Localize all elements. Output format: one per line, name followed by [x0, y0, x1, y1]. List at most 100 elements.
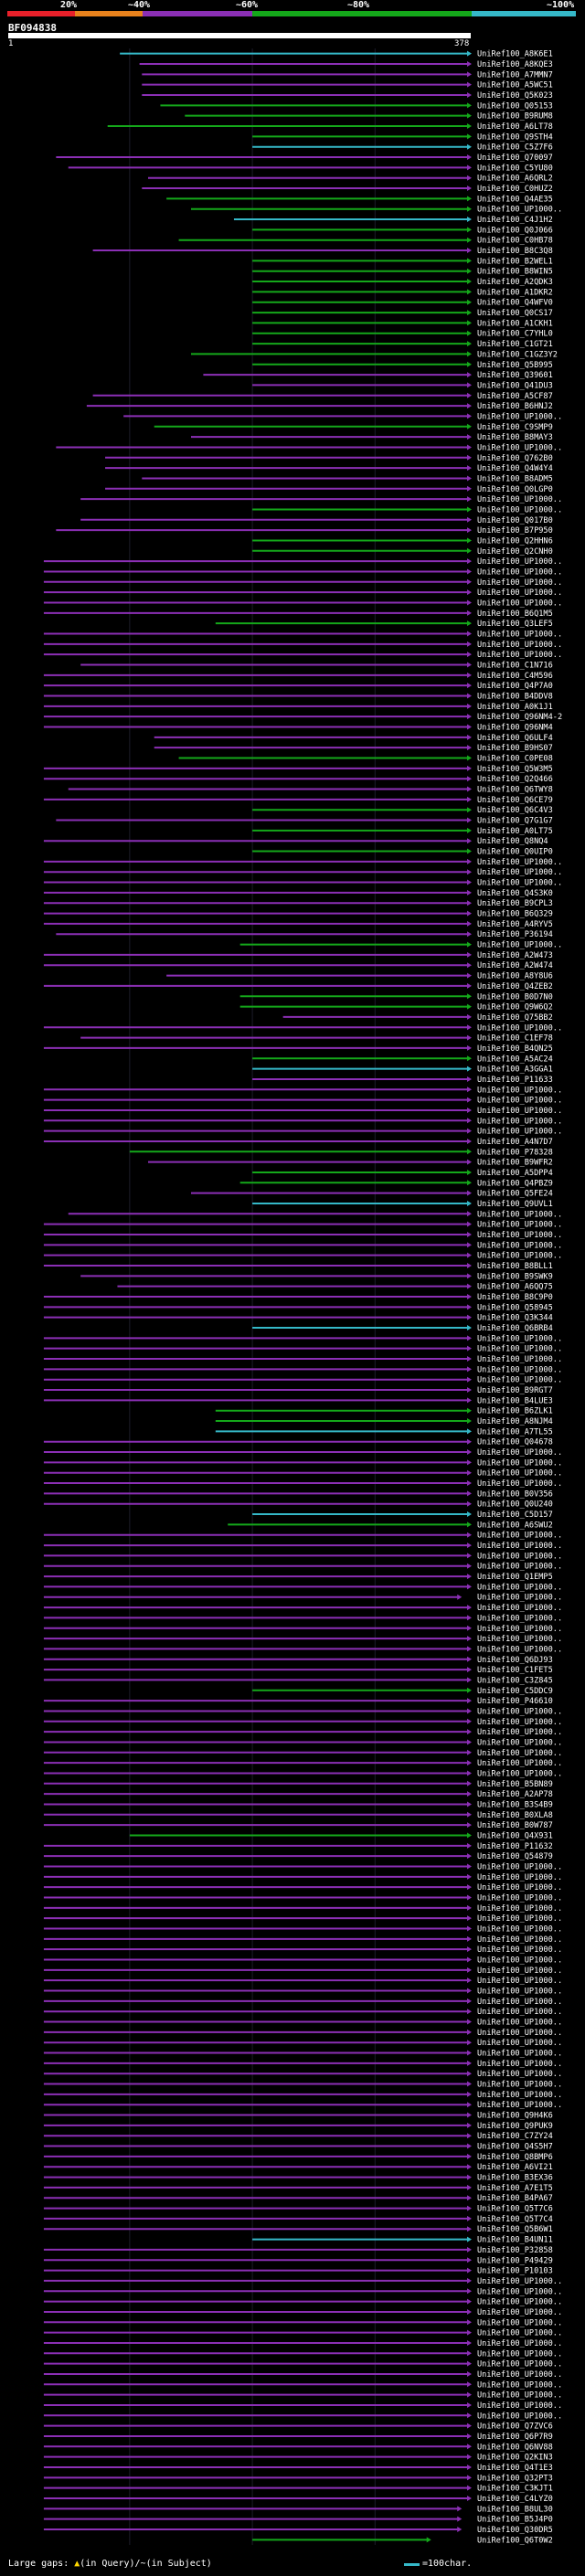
- hit-label[interactable]: UniRef100_Q017B0: [477, 516, 553, 525]
- hit-label[interactable]: UniRef100_Q4X931: [477, 1831, 553, 1840]
- hit-label[interactable]: UniRef100_A0K1J1: [477, 703, 553, 712]
- hit-label[interactable]: UniRef100_C0HB78: [477, 237, 553, 246]
- hit-label[interactable]: UniRef100_UP1000..: [477, 2019, 562, 2028]
- hit-label[interactable]: UniRef100_C4M596: [477, 672, 553, 681]
- hit-label[interactable]: UniRef100_UP1000..: [477, 1563, 562, 1572]
- hit-label[interactable]: UniRef100_UP1000..: [477, 578, 562, 588]
- hit-label[interactable]: UniRef100_UP1000..: [477, 1645, 562, 1654]
- hit-label[interactable]: UniRef100_UP1000..: [477, 1355, 562, 1364]
- hit-label[interactable]: UniRef100_B3S4B9: [477, 1800, 553, 1809]
- hit-label[interactable]: UniRef100_UP1000..: [477, 1345, 562, 1354]
- hit-label[interactable]: UniRef100_UP1000..: [477, 1883, 562, 1892]
- hit-label[interactable]: UniRef100_Q2HHN6: [477, 536, 553, 546]
- hit-label[interactable]: UniRef100_UP1000..: [477, 2412, 562, 2421]
- hit-label[interactable]: UniRef100_UP1000..: [477, 1448, 562, 1458]
- hit-label[interactable]: UniRef100_Q8NQ4: [477, 837, 548, 846]
- hit-label[interactable]: UniRef100_UP1000..: [477, 2029, 562, 2038]
- hit-label[interactable]: UniRef100_UP1000..: [477, 630, 562, 639]
- hit-label[interactable]: UniRef100_Q05153: [477, 101, 553, 111]
- hit-label[interactable]: UniRef100_A2W474: [477, 961, 553, 970]
- hit-label[interactable]: UniRef100_Q6TWY8: [477, 786, 553, 795]
- hit-label[interactable]: UniRef100_UP1000..: [477, 1956, 562, 1966]
- hit-label[interactable]: UniRef100_UP1000..: [477, 2349, 562, 2359]
- hit-label[interactable]: UniRef100_Q5FE24: [477, 1190, 553, 1199]
- hit-label[interactable]: UniRef100_Q4S5H7: [477, 2143, 553, 2152]
- hit-label[interactable]: UniRef100_P46610: [477, 1697, 553, 1706]
- hit-label[interactable]: UniRef100_Q5K023: [477, 91, 553, 101]
- hit-label[interactable]: UniRef100_UP1000..: [477, 1117, 562, 1126]
- hit-label[interactable]: UniRef100_UP1000..: [477, 505, 562, 514]
- hit-label[interactable]: UniRef100_Q6C4V3: [477, 806, 553, 815]
- hit-label[interactable]: UniRef100_A4N7D7: [477, 1138, 553, 1147]
- hit-label[interactable]: UniRef100_P11633: [477, 1076, 553, 1085]
- hit-label[interactable]: UniRef100_B8C3Q8: [477, 247, 553, 256]
- hit-label[interactable]: UniRef100_C1FET5: [477, 1666, 553, 1675]
- hit-label[interactable]: UniRef100_UP1000..: [477, 1458, 562, 1468]
- hit-label[interactable]: UniRef100_C9SMP9: [477, 423, 553, 432]
- hit-label[interactable]: UniRef100_UP1000..: [477, 2050, 562, 2059]
- hit-label[interactable]: UniRef100_B6Q329: [477, 910, 553, 919]
- hit-label[interactable]: UniRef100_A8K6E1: [477, 50, 553, 59]
- hit-label[interactable]: UniRef100_A1CKH1: [477, 319, 553, 328]
- hit-label[interactable]: UniRef100_UP1000..: [477, 879, 562, 888]
- hit-label[interactable]: UniRef100_Q0LGP0: [477, 485, 553, 494]
- hit-label[interactable]: UniRef100_Q70097: [477, 154, 553, 163]
- hit-label[interactable]: UniRef100_Q9W6Q2: [477, 1003, 553, 1012]
- hit-label[interactable]: UniRef100_C7YHL0: [477, 330, 553, 339]
- hit-label[interactable]: UniRef100_UP1000..: [477, 495, 562, 504]
- hit-label[interactable]: UniRef100_B8UL30: [477, 2505, 553, 2514]
- hit-label[interactable]: UniRef100_Q9H4K6: [477, 2112, 553, 2121]
- hit-label[interactable]: UniRef100_Q6P7R9: [477, 2433, 553, 2442]
- hit-label[interactable]: UniRef100_UP1000..: [477, 599, 562, 608]
- hit-label[interactable]: UniRef100_Q75BB2: [477, 1013, 553, 1023]
- hit-label[interactable]: UniRef100_A2QDK3: [477, 278, 553, 287]
- hit-label[interactable]: UniRef100_UP1000..: [477, 941, 562, 950]
- hit-label[interactable]: UniRef100_UP1000..: [477, 1128, 562, 1137]
- hit-label[interactable]: UniRef100_A6QRL2: [477, 175, 553, 184]
- hit-label[interactable]: UniRef100_UP1000..: [477, 2318, 562, 2327]
- hit-label[interactable]: UniRef100_A8NJM4: [477, 1417, 553, 1426]
- hit-label[interactable]: UniRef100_UP1000..: [477, 2298, 562, 2307]
- hit-label[interactable]: UniRef100_C1EF78: [477, 1034, 553, 1044]
- hit-label[interactable]: UniRef100_Q762B0: [477, 454, 553, 463]
- hit-label[interactable]: UniRef100_UP1000..: [477, 1614, 562, 1623]
- hit-label[interactable]: UniRef100_Q4P7A0: [477, 682, 553, 691]
- hit-label[interactable]: UniRef100_Q0UIP0: [477, 848, 553, 857]
- hit-label[interactable]: UniRef100_UP1000..: [477, 557, 562, 567]
- hit-label[interactable]: UniRef100_Q6NV88: [477, 2443, 553, 2452]
- hit-label[interactable]: UniRef100_B4UN11: [477, 2236, 553, 2245]
- hit-label[interactable]: UniRef100_UP1000..: [477, 1469, 562, 1479]
- hit-label[interactable]: UniRef100_P36194: [477, 930, 553, 939]
- hit-label[interactable]: UniRef100_Q9UVL1: [477, 1200, 553, 1209]
- hit-label[interactable]: UniRef100_UP1000..: [477, 1904, 562, 1913]
- hit-label[interactable]: UniRef100_UP1000..: [477, 1583, 562, 1592]
- hit-label[interactable]: UniRef100_B6HNJ2: [477, 402, 553, 411]
- hit-label[interactable]: UniRef100_C5YU80: [477, 164, 553, 173]
- hit-label[interactable]: UniRef100_A8Y8U6: [477, 972, 553, 981]
- hit-label[interactable]: UniRef100_UP1000..: [477, 1738, 562, 1747]
- hit-label[interactable]: UniRef100_B5BN89: [477, 1780, 553, 1789]
- hit-label[interactable]: UniRef100_C0PE08: [477, 755, 553, 764]
- hit-label[interactable]: UniRef100_Q7ZVC6: [477, 2422, 553, 2432]
- hit-label[interactable]: UniRef100_UP1000..: [477, 1749, 562, 1758]
- hit-label[interactable]: UniRef100_UP1000..: [477, 1988, 562, 1997]
- hit-label[interactable]: UniRef100_Q39601: [477, 371, 553, 380]
- hit-label[interactable]: UniRef100_B8MAY3: [477, 433, 553, 442]
- hit-label[interactable]: UniRef100_UP1000..: [477, 1728, 562, 1737]
- hit-label[interactable]: UniRef100_B9HS07: [477, 744, 553, 753]
- hit-label[interactable]: UniRef100_UP1000..: [477, 1241, 562, 1250]
- hit-label[interactable]: UniRef100_UP1000..: [477, 2360, 562, 2369]
- hit-label[interactable]: UniRef100_A5WC51: [477, 81, 553, 90]
- hit-label[interactable]: UniRef100_UP1000..: [477, 2370, 562, 2380]
- hit-label[interactable]: UniRef100_B8ADM5: [477, 474, 553, 483]
- hit-label[interactable]: UniRef100_Q5T7C4: [477, 2215, 553, 2224]
- hit-label[interactable]: UniRef100_UP1000..: [477, 1552, 562, 1561]
- hit-label[interactable]: UniRef100_Q6T0W2: [477, 2536, 553, 2545]
- hit-label[interactable]: UniRef100_UP1000..: [477, 1086, 562, 1095]
- hit-label[interactable]: UniRef100_UP1000..: [477, 1977, 562, 1986]
- hit-label[interactable]: UniRef100_Q2CNH0: [477, 547, 553, 557]
- hit-label[interactable]: UniRef100_UP1000..: [477, 2081, 562, 2090]
- hit-label[interactable]: UniRef100_A5DPP4: [477, 1169, 553, 1178]
- hit-label[interactable]: UniRef100_C5DDC9: [477, 1687, 553, 1696]
- hit-label[interactable]: UniRef100_Q0J066: [477, 226, 553, 235]
